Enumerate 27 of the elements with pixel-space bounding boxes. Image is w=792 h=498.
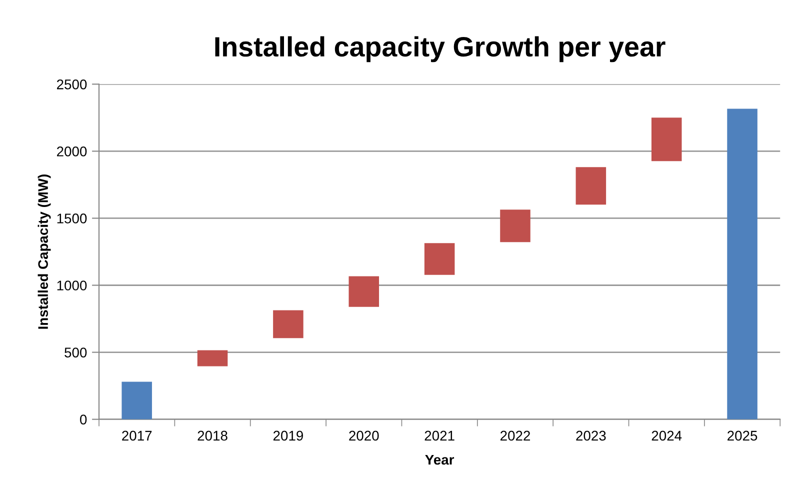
- x-tick-label: 2020: [349, 430, 379, 441]
- x-tick-label: 2017: [122, 430, 152, 441]
- x-axis-title: Year: [425, 454, 454, 465]
- bar: [727, 108, 758, 420]
- bar: [576, 167, 606, 205]
- bar: [197, 350, 228, 366]
- bar: [273, 310, 304, 338]
- x-tick-label: 2024: [652, 430, 682, 441]
- bar: [651, 118, 682, 162]
- bar: [348, 276, 380, 307]
- y-tick-label: 2500: [57, 79, 87, 90]
- y-tick-label: 500: [64, 348, 87, 358]
- x-tick-label: 2019: [273, 430, 303, 441]
- y-tick-label: 1000: [57, 280, 87, 290]
- bar: [500, 210, 530, 242]
- y-tick-label: 0: [80, 414, 87, 424]
- bar: [424, 243, 455, 275]
- chart-title: Installed capacity Growth per year: [215, 36, 666, 62]
- x-tick-label: 2023: [576, 430, 606, 441]
- y-tick-label: 1500: [57, 214, 87, 224]
- x-tick-label: 2025: [728, 430, 758, 441]
- x-tick-label: 2021: [424, 430, 454, 441]
- y-tick-label: 2000: [57, 146, 87, 156]
- x-tick-label: 2018: [198, 430, 228, 441]
- bar: [122, 382, 152, 420]
- x-tick-label: 2022: [500, 430, 530, 441]
- y-axis-title: Installed Capacity (MW): [38, 174, 51, 329]
